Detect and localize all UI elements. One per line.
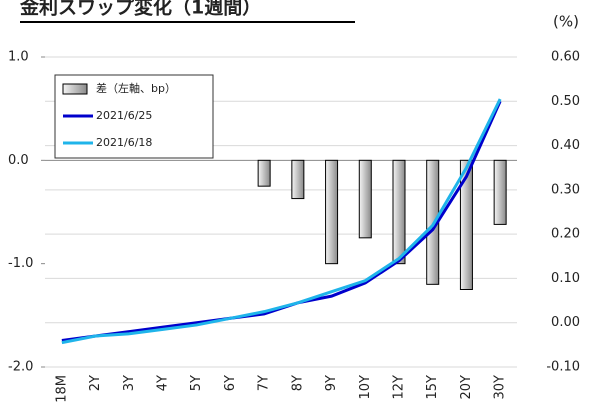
x-tick-label: 6Y [223,375,238,391]
x-tick-label: 9Y [324,375,339,391]
x-tick-label: 3Y [122,375,137,391]
x-tick-label: 2Y [88,375,103,391]
x-tick-label: 15Y [425,375,440,400]
y2-unit: (%) [553,13,579,31]
y-tick-label: -1.0 [8,256,33,271]
bar [493,159,507,225]
y2-tick-label: 0.00 [551,315,580,330]
y2-tick-label: 0.50 [551,94,580,109]
legend-swatch [62,83,88,95]
x-tick-label: 18M [54,375,69,403]
y-tick-label: 0.0 [8,153,29,168]
bar [257,159,271,187]
bar [392,159,406,265]
x-tick-label: 8Y [290,375,305,391]
y2-tick-label: 0.30 [551,182,580,197]
bar [325,159,339,265]
bar [358,159,372,239]
legend-label: 2021/6/18 [96,136,152,149]
y2-tick-label: 0.40 [551,138,580,153]
x-tick-label: 10Y [358,375,373,400]
x-tick-label: 5Y [189,375,204,391]
y2-tick-label: 0.10 [551,271,580,286]
line [61,98,502,345]
y2-tick-label: 0.60 [551,50,580,65]
bar [291,159,305,200]
y2-tick-label: 0.20 [551,227,580,242]
legend-label: 差（左軸、bp） [96,81,176,95]
x-tick-label: 30Y [493,375,508,400]
x-tick-label: 7Y [257,375,272,391]
bar [459,159,473,290]
x-tick-label: 4Y [156,375,171,391]
x-tick-label: 12Y [392,375,407,400]
chart-title: 金利スワップ変化（1週間） [19,0,261,19]
y-tick-label: -2.0 [8,360,33,375]
x-tick-label: 20Y [459,375,474,400]
legend-label: 2021/6/25 [96,109,152,122]
y-tick-label: 1.0 [8,50,29,65]
y2-tick-label: -0.10 [546,360,580,375]
